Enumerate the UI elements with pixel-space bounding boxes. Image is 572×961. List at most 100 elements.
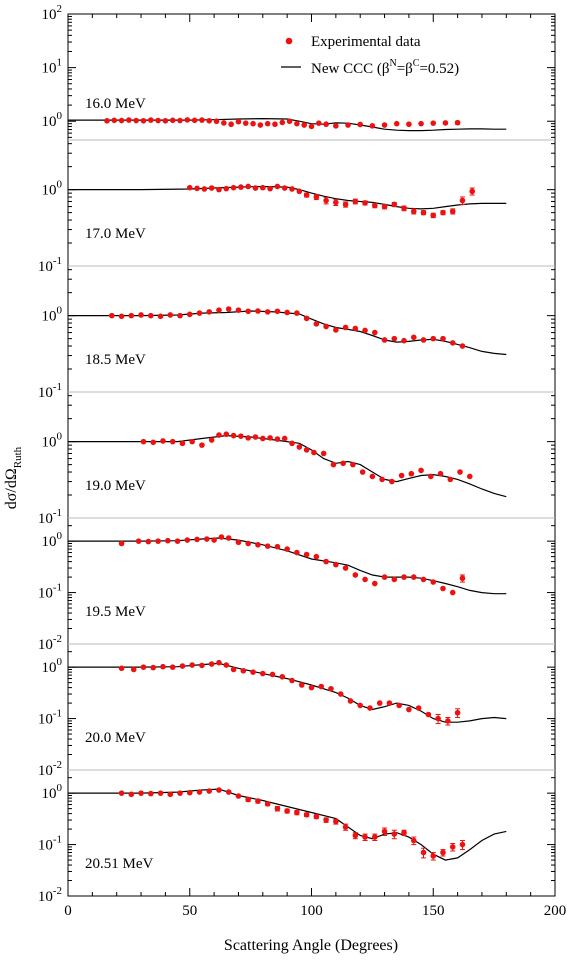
data-point — [213, 118, 220, 125]
y-tick-label: 10-1 — [38, 255, 62, 275]
data-point — [223, 185, 230, 192]
data-point — [457, 469, 463, 475]
data-point — [437, 470, 444, 477]
data-point — [301, 122, 307, 128]
data-point — [206, 117, 213, 124]
data-point — [179, 440, 186, 447]
legend-data-marker — [285, 37, 293, 45]
y-tick-label-exp: 0 — [57, 431, 63, 443]
data-point — [147, 790, 154, 797]
data-point — [350, 461, 356, 468]
data-point — [323, 817, 329, 823]
y-tick-label: 100 — [42, 305, 63, 325]
y-tick-label-exp: -1 — [53, 582, 62, 594]
data-point — [313, 813, 320, 820]
data-point — [410, 574, 417, 580]
legend-theory-sup1: N — [389, 58, 396, 69]
data-point — [196, 789, 203, 795]
data-point — [398, 472, 405, 479]
data-point — [440, 209, 446, 216]
data-point — [430, 212, 437, 219]
data-point — [242, 120, 249, 126]
data-point — [381, 337, 388, 343]
data-point — [167, 312, 174, 318]
y-tick-label-exp: -1 — [53, 507, 62, 519]
data-point — [264, 543, 271, 549]
data-point — [459, 841, 466, 848]
data-point — [252, 434, 259, 440]
data-point — [169, 664, 176, 670]
y-tick-label-base: 10 — [42, 660, 57, 676]
data-point — [162, 117, 169, 124]
data-point — [352, 832, 359, 839]
y-tick-label: 102 — [42, 3, 63, 23]
data-point — [174, 538, 181, 544]
data-point — [415, 705, 422, 711]
data-point — [245, 540, 251, 547]
data-point — [440, 849, 446, 856]
data-point — [342, 824, 349, 830]
y-tick-label-exp: 0 — [57, 530, 63, 542]
data-point — [449, 340, 456, 346]
data-point — [284, 808, 290, 814]
y-tick-label: 10-1 — [38, 708, 62, 728]
y-tick-label: 10-2 — [38, 633, 62, 653]
data-point — [410, 837, 417, 844]
data-point — [208, 661, 215, 667]
data-point — [396, 702, 402, 709]
legend-theory-end: =0.52) — [419, 61, 459, 77]
data-point — [260, 670, 266, 677]
legend-theory-main: New CCC (β — [311, 61, 389, 77]
data-point — [401, 205, 407, 212]
data-point — [418, 467, 424, 474]
data-point — [357, 702, 364, 709]
data-point — [252, 185, 259, 191]
y-tick-label: 100 — [42, 782, 63, 802]
data-point — [228, 121, 234, 128]
data-point — [294, 310, 300, 316]
y-axis-label-main: dσ/dΩ — [3, 468, 20, 509]
energy-label: 20.51 MeV — [85, 856, 153, 872]
data-point — [425, 711, 432, 718]
data-point — [177, 117, 183, 124]
data-point — [369, 473, 376, 480]
y-tick-label: 10-1 — [38, 834, 62, 854]
data-point — [111, 117, 118, 124]
y-tick-label-exp: 0 — [57, 305, 63, 317]
y-tick-label-exp: -1 — [53, 708, 62, 720]
y-tick-label-exp: -2 — [53, 885, 62, 897]
data-point — [381, 122, 388, 128]
data-point — [303, 315, 310, 322]
data-point — [225, 535, 232, 541]
data-point — [147, 117, 154, 123]
data-point — [303, 551, 310, 558]
data-point — [330, 461, 337, 468]
data-point — [428, 473, 434, 480]
data-point — [245, 183, 251, 190]
data-point — [216, 787, 222, 793]
data-point — [133, 117, 139, 124]
data-point — [333, 199, 339, 206]
data-point — [230, 184, 237, 191]
data-point — [211, 537, 217, 543]
data-point — [186, 789, 193, 796]
y-tick-label: 100 — [42, 110, 63, 130]
data-point — [223, 662, 230, 668]
data-point — [372, 202, 378, 209]
data-point — [189, 438, 195, 445]
data-point — [165, 537, 171, 544]
data-point — [245, 796, 251, 803]
data-point — [126, 117, 132, 123]
data-point — [281, 185, 288, 191]
data-point — [189, 662, 195, 668]
plot-border — [67, 13, 556, 897]
data-point — [255, 798, 261, 804]
y-tick-label-exp: 0 — [57, 782, 63, 794]
data-point — [221, 120, 227, 126]
y-tick-label-exp: 2 — [57, 3, 63, 15]
data-point — [430, 579, 437, 585]
data-point — [362, 576, 368, 583]
data-point — [340, 460, 346, 467]
